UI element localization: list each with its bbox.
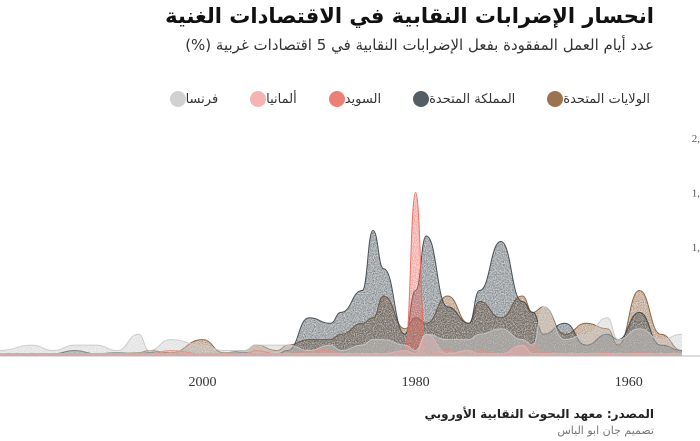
- x-tick-label: 1980: [402, 375, 430, 390]
- legend-item: السويد: [323, 91, 381, 107]
- legend-swatch: [169, 91, 186, 107]
- legend-item: فرنسا: [164, 91, 219, 107]
- chart-legend: فرنسا ألمانيا السويد المملكة المتحدة الو…: [164, 88, 650, 110]
- series-4: [0, 306, 683, 356]
- series-area: [0, 306, 682, 356]
- legend-swatch: [328, 91, 345, 107]
- y-tick-label: 2,: [692, 133, 700, 145]
- legend-label: السويد: [344, 91, 382, 107]
- legend-swatch: [250, 91, 267, 107]
- legend-swatch: [413, 91, 430, 107]
- legend-swatch: [547, 91, 564, 107]
- legend-item: ألمانيا: [244, 91, 297, 107]
- series-area: [0, 230, 682, 356]
- y-tick-label: 1,: [692, 187, 700, 199]
- chart-title: انحسار الإضرابات النقابية في الاقتصادات …: [165, 4, 654, 28]
- legend-label: فرنسا: [185, 91, 219, 107]
- chart-subtitle: عدد أيام العمل المفقودة بفعل الإضرابات ا…: [185, 36, 654, 54]
- legend-label: المملكة المتحدة: [429, 91, 516, 107]
- source-note: المصدر: معهد البحوث النقابية الأوروبي: [424, 407, 654, 421]
- legend-item: الولايات المتحدة: [541, 91, 650, 107]
- x-tick-label: 1960: [615, 375, 643, 390]
- x-tick-label: 2000: [188, 375, 216, 390]
- area-chart: 2000 1980 1960 2, 1, 1,: [0, 133, 700, 390]
- series-line: [0, 306, 683, 352]
- legend-label: الولايات المتحدة: [563, 91, 650, 107]
- legend-label: ألمانيا: [266, 91, 297, 107]
- y-tick-label: 1,: [692, 242, 700, 254]
- credit-note: تصميم جان ابو الياس: [557, 424, 654, 437]
- legend-item: المملكة المتحدة: [407, 91, 515, 107]
